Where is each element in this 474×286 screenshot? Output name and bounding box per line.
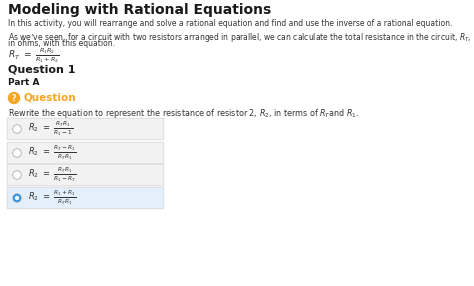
FancyBboxPatch shape: [7, 118, 164, 140]
Text: Question 1: Question 1: [8, 64, 75, 74]
Circle shape: [13, 125, 21, 133]
Text: ?: ?: [12, 94, 16, 103]
FancyBboxPatch shape: [7, 164, 164, 186]
Text: $R_T\ =\ \frac{R_1 R_2}{R_1 + R_2}$: $R_T\ =\ \frac{R_1 R_2}{R_1 + R_2}$: [8, 46, 60, 65]
Circle shape: [13, 194, 21, 202]
Circle shape: [9, 92, 19, 104]
Circle shape: [13, 171, 21, 179]
Circle shape: [13, 149, 21, 157]
Text: $R_2\ =\ \frac{R_T - R_1}{R_T R_1}$: $R_2\ =\ \frac{R_T - R_1}{R_T R_1}$: [28, 144, 76, 162]
Text: Part A: Part A: [8, 78, 39, 87]
Circle shape: [14, 150, 20, 156]
FancyBboxPatch shape: [7, 142, 164, 164]
Circle shape: [14, 172, 20, 178]
FancyBboxPatch shape: [7, 187, 164, 209]
Circle shape: [14, 195, 20, 201]
Text: $R_2\ =\ \frac{R_T R_1}{R_1 - 1}$: $R_2\ =\ \frac{R_T R_1}{R_1 - 1}$: [28, 120, 73, 138]
Text: Question: Question: [24, 93, 77, 103]
Text: $R_2\ =\ \frac{R_T R_1}{R_1 - R_T}$: $R_2\ =\ \frac{R_T R_1}{R_1 - R_T}$: [28, 166, 76, 184]
Text: In this activity, you will rearrange and solve a rational equation and find and : In this activity, you will rearrange and…: [8, 19, 452, 28]
Text: As we’ve seen, for a circuit with two resistors arranged in parallel, we can cal: As we’ve seen, for a circuit with two re…: [8, 31, 472, 44]
Circle shape: [14, 126, 20, 132]
Text: Modeling with Rational Equations: Modeling with Rational Equations: [8, 3, 271, 17]
Text: Rewrite the equation to represent the resistance of resistor 2, $R_2$, in terms : Rewrite the equation to represent the re…: [8, 107, 359, 120]
Text: $R_2\ =\ \frac{R_1 + R_1}{R_T R_1}$: $R_2\ =\ \frac{R_1 + R_1}{R_T R_1}$: [28, 189, 76, 207]
Text: in ohms, with this equation.: in ohms, with this equation.: [8, 39, 115, 48]
Circle shape: [16, 196, 18, 200]
